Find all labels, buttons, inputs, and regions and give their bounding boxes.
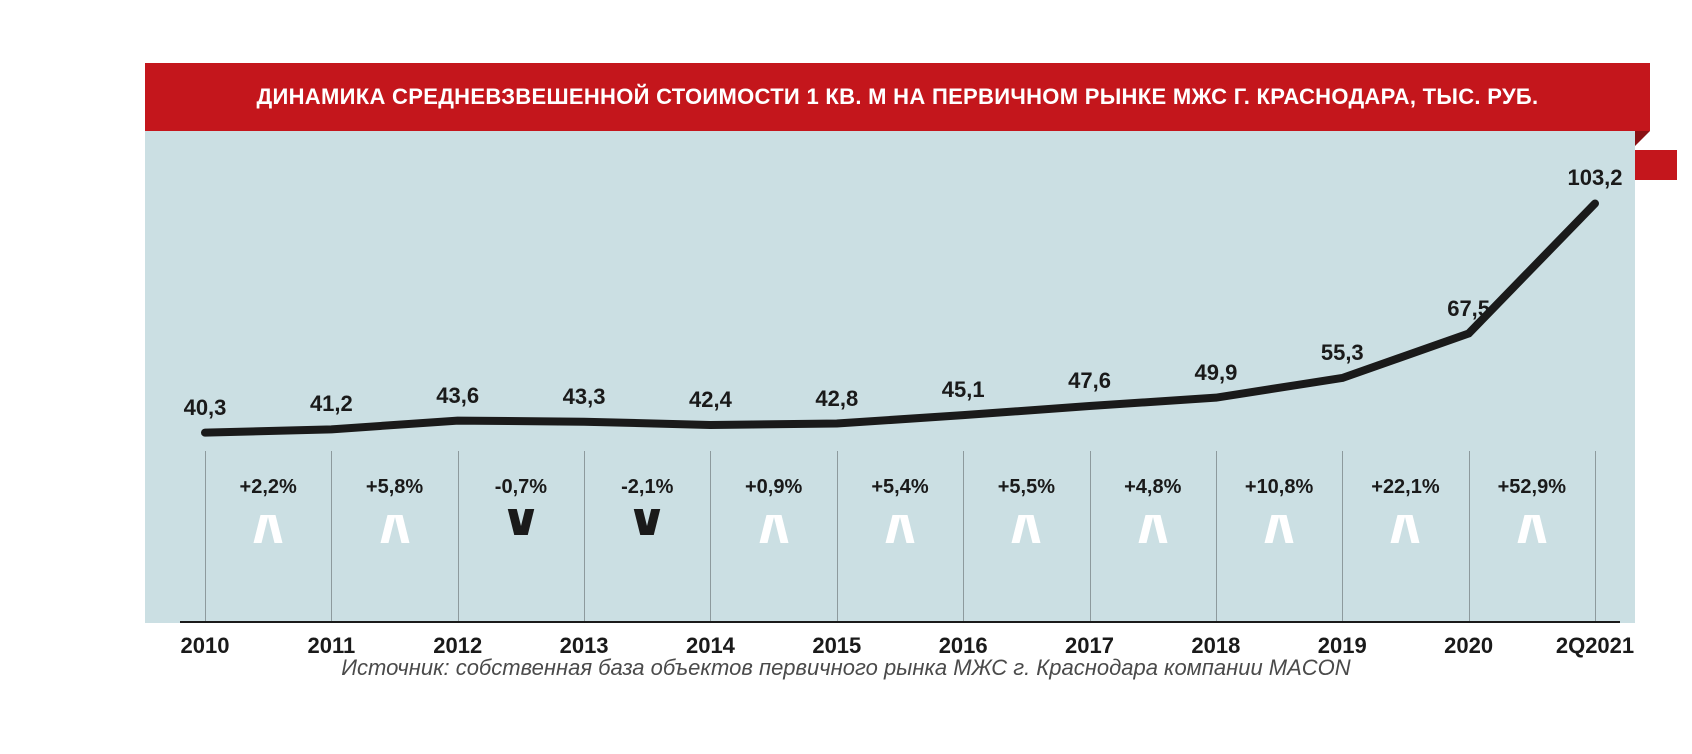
- arrow-up-icon: [253, 509, 283, 543]
- value-label: 49,9: [1194, 360, 1237, 386]
- arrow-up-icon: [1138, 509, 1168, 543]
- tick-line: [1216, 451, 1217, 621]
- ribbon-fold: [1635, 131, 1650, 146]
- value-label: 42,4: [689, 387, 732, 413]
- tick-line: [205, 451, 206, 621]
- arrow-up-icon: [1517, 509, 1547, 543]
- value-label: 43,6: [436, 383, 479, 409]
- line-chart-svg: [145, 131, 1635, 623]
- value-label: 41,2: [310, 391, 353, 417]
- pct-change-label: -0,7%: [495, 476, 547, 499]
- arrow-up-icon: [1264, 509, 1294, 543]
- tick-line: [458, 451, 459, 621]
- pct-change-label: +5,8%: [366, 476, 423, 499]
- x-axis-line: [180, 621, 1620, 623]
- value-label: 43,3: [563, 384, 606, 410]
- tick-line: [1090, 451, 1091, 621]
- tick-line: [331, 451, 332, 621]
- pct-change-label: +10,8%: [1245, 476, 1313, 499]
- plot-area: 40,3 41,2 43,6 43,3 42,4 42,8 45,1 47,6 49,9 55,3…: [145, 131, 1635, 623]
- tick-line: [584, 451, 585, 621]
- pct-change-label: +5,5%: [998, 476, 1055, 499]
- pct-change-label: +2,2%: [240, 476, 297, 499]
- ribbon-tab: [1635, 150, 1677, 180]
- arrow-up-icon: [759, 509, 789, 543]
- value-label: 45,1: [942, 377, 985, 403]
- value-line: [205, 203, 1595, 432]
- source-note: Источник: собственная база объектов перв…: [0, 655, 1692, 681]
- tick-line: [710, 451, 711, 621]
- arrow-down-icon: [635, 509, 659, 539]
- tick-line: [837, 451, 838, 621]
- arrow-up-icon: [885, 509, 915, 543]
- title-banner: ДИНАМИКА СРЕДНЕВЗВЕШЕННОЙ СТОИМОСТИ 1 КВ…: [145, 63, 1650, 131]
- value-label: 103,2: [1567, 165, 1622, 191]
- chart-title: ДИНАМИКА СРЕДНЕВЗВЕШЕННОЙ СТОИМОСТИ 1 КВ…: [257, 84, 1539, 110]
- tick-line: [963, 451, 964, 621]
- value-label: 67,5: [1447, 296, 1490, 322]
- value-label: 42,8: [815, 386, 858, 412]
- value-label: 40,3: [184, 395, 227, 421]
- pct-change-label: +5,4%: [871, 476, 928, 499]
- arrow-up-icon: [380, 509, 410, 543]
- value-label: 47,6: [1068, 368, 1111, 394]
- pct-change-label: +22,1%: [1371, 476, 1439, 499]
- value-label: 55,3: [1321, 340, 1364, 366]
- arrow-up-icon: [1011, 509, 1041, 543]
- arrow-up-icon: [1390, 509, 1420, 543]
- pct-change-label: +4,8%: [1124, 476, 1181, 499]
- arrow-down-icon: [509, 509, 533, 539]
- pct-change-label: +0,9%: [745, 476, 802, 499]
- tick-line: [1595, 451, 1596, 621]
- pct-change-label: +52,9%: [1498, 476, 1566, 499]
- tick-line: [1469, 451, 1470, 621]
- tick-line: [1342, 451, 1343, 621]
- pct-change-label: -2,1%: [621, 476, 673, 499]
